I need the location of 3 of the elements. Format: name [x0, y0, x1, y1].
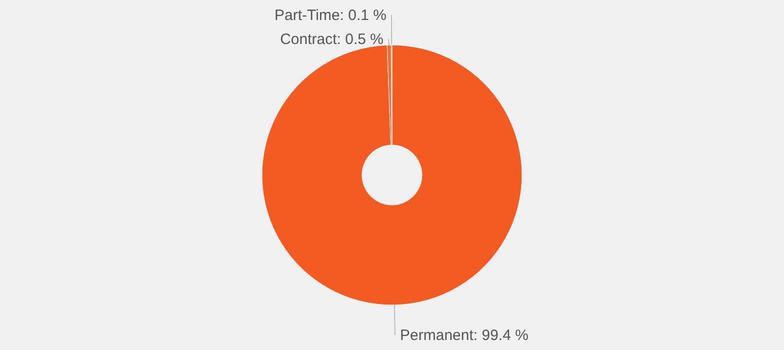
- slice-label: Contract: 0.5 %: [280, 31, 384, 48]
- slice-label: Permanent: 99.4 %: [400, 326, 528, 344]
- slice-label: Part-Time: 0.1 %: [274, 7, 386, 24]
